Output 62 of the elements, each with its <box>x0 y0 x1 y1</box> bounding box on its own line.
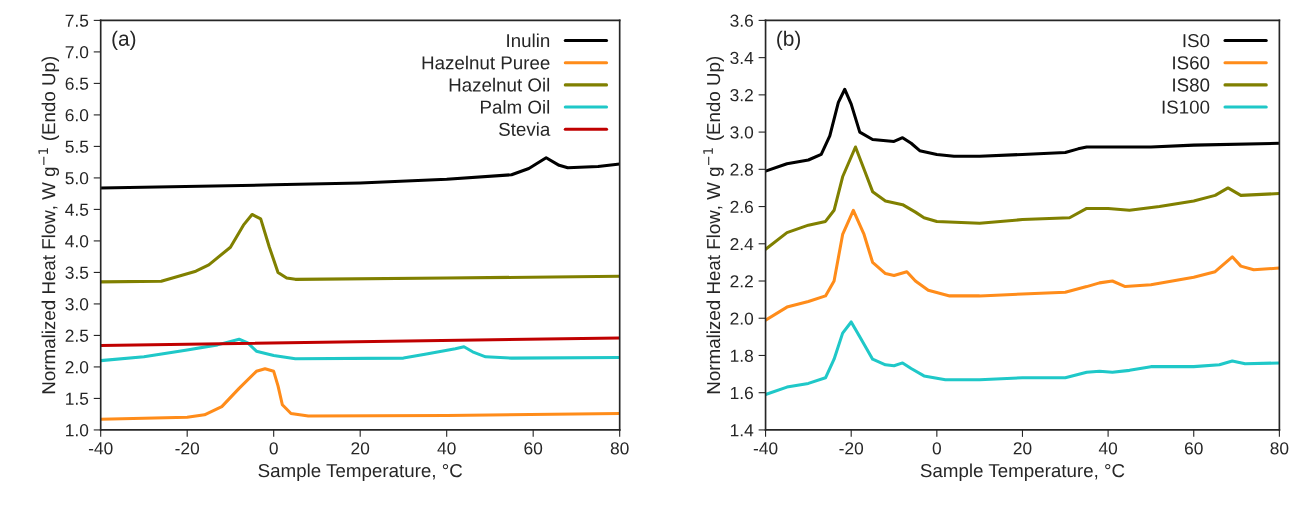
y-tick-label: 5.5 <box>65 140 89 153</box>
y-axis-title: Normalized Heat Flow, W g$^{−1}$ (Endo Up) <box>38 56 60 394</box>
x-tick-label: -20 <box>839 442 864 455</box>
legend-label: Palm Oil <box>481 100 550 114</box>
y-tick-label: 3.0 <box>65 298 89 311</box>
legend-label: IS60 <box>1173 56 1210 70</box>
x-tick-label: 60 <box>1184 442 1203 455</box>
legend-label: Hazelnut Oil <box>449 77 550 92</box>
x-axis-title: Sample Temperature, °C <box>258 463 463 481</box>
y-tick-label: 2.6 <box>730 200 753 214</box>
line-series <box>100 212 620 284</box>
x-tick-label: 40 <box>437 442 456 455</box>
x-tick-label: 40 <box>1098 442 1118 455</box>
y-tick-label: 6.0 <box>65 109 89 122</box>
legend-label: Inulin <box>507 33 550 48</box>
y-tick-label: 2.8 <box>730 163 753 176</box>
line-series <box>100 367 620 421</box>
x-tick-label: -20 <box>175 442 200 455</box>
x-tick-label: 20 <box>351 442 370 455</box>
line-series <box>765 208 1280 322</box>
x-tick-label: 60 <box>524 442 543 455</box>
y-tick-label: 3.2 <box>730 89 753 102</box>
line-series <box>100 337 620 363</box>
y-tick-label: 2.0 <box>65 361 89 374</box>
y-tick-label: 2.0 <box>730 312 754 325</box>
x-tick-label: 80 <box>1270 442 1289 455</box>
y-tick-label: 3.5 <box>65 266 89 279</box>
x-tick-label: 0 <box>932 442 941 455</box>
y-tick-label: 2.2 <box>730 275 753 288</box>
x-tick-label: -40 <box>88 442 113 455</box>
y-tick-label: 7.0 <box>65 46 89 59</box>
y-tick-label: 3.6 <box>730 14 753 27</box>
annotation: (a) <box>112 30 136 51</box>
legend-label: Hazelnut Puree <box>422 55 550 70</box>
y-tick-label: 1.4 <box>730 424 754 437</box>
y-tick-label: 4.5 <box>65 203 89 216</box>
legend-label: IS100 <box>1162 100 1210 114</box>
y-tick-label: 2.5 <box>65 329 89 342</box>
y-tick-label: 7.5 <box>65 14 89 27</box>
y-tick-label: 3.0 <box>730 126 754 139</box>
y-tick-label: 1.0 <box>66 424 89 437</box>
legend-label: IS80 <box>1173 78 1210 92</box>
y-tick-label: 1.8 <box>730 349 753 362</box>
legend-label: Stevia <box>499 122 551 136</box>
line-series <box>765 145 1280 251</box>
x-tick-label: -40 <box>753 442 778 455</box>
y-tick-label: 5.0 <box>65 172 89 185</box>
y-tick-label: 1.6 <box>730 386 753 400</box>
x-axis-title: Sample Temperature, °C <box>920 463 1125 481</box>
x-tick-label: 0 <box>269 442 278 455</box>
annotation: (b) <box>777 30 801 51</box>
legend-label: IS0 <box>1183 34 1210 48</box>
y-axis-title: Normalized Heat Flow, W g$^{−1}$ (Endo Up) <box>703 56 724 394</box>
y-tick-label: 4.0 <box>65 235 89 248</box>
x-tick-label: 20 <box>1013 442 1032 455</box>
y-tick-label: 6.5 <box>65 77 89 90</box>
y-tick-label: 2.4 <box>730 237 754 251</box>
y-tick-label: 3.4 <box>730 51 754 65</box>
line-series <box>100 156 620 190</box>
x-tick-label: 80 <box>610 442 629 455</box>
line-series <box>765 320 1280 397</box>
y-tick-label: 1.5 <box>66 392 89 405</box>
